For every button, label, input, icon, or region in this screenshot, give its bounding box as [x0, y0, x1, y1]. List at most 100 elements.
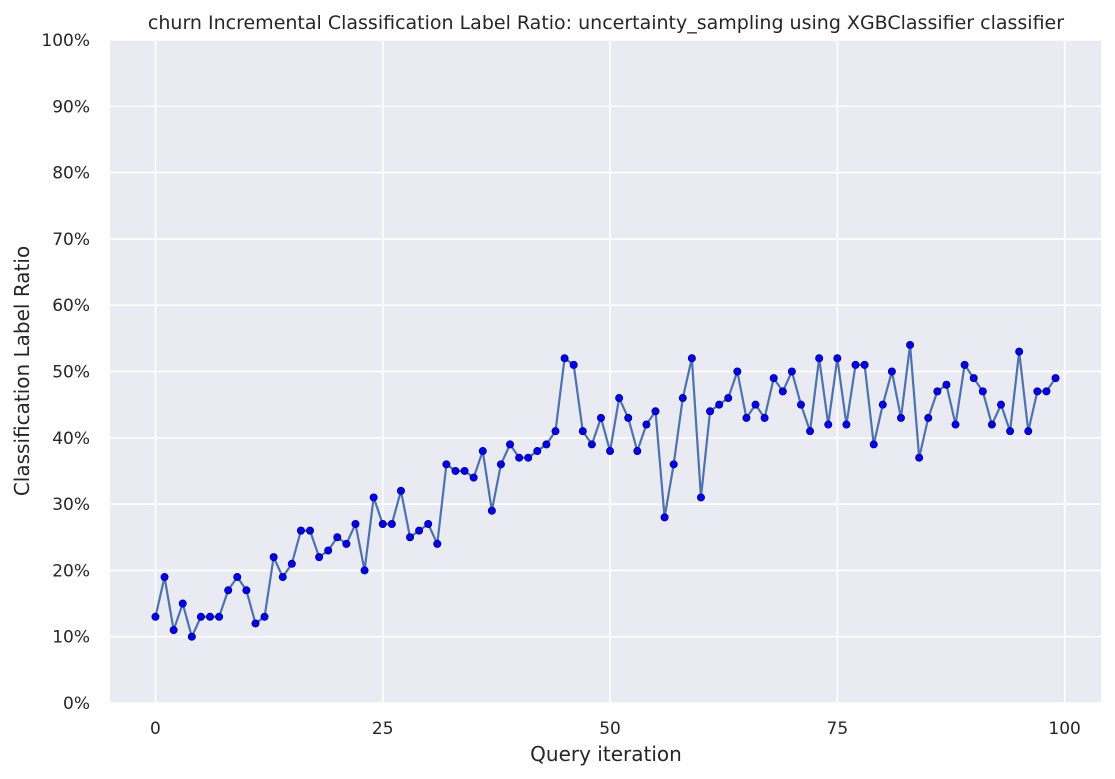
- data-point: [233, 573, 242, 582]
- data-point: [942, 380, 951, 389]
- data-point: [678, 394, 687, 403]
- x-tick-label: 25: [372, 719, 394, 739]
- y-axis-title: Classification Label Ratio: [10, 246, 34, 496]
- data-point: [933, 387, 942, 396]
- data-point: [669, 460, 678, 469]
- data-point: [296, 526, 305, 535]
- data-point: [751, 400, 760, 409]
- data-point: [624, 413, 633, 422]
- data-point: [606, 447, 615, 456]
- data-point: [496, 460, 505, 469]
- data-point: [860, 360, 869, 369]
- data-point: [869, 440, 878, 449]
- data-point: [615, 394, 624, 403]
- data-point: [533, 447, 542, 456]
- data-point: [642, 420, 651, 429]
- y-tick-label: 90%: [52, 97, 90, 117]
- data-point: [478, 447, 487, 456]
- data-point: [1051, 374, 1060, 383]
- data-point: [769, 374, 778, 383]
- data-point: [915, 453, 924, 462]
- data-point: [960, 360, 969, 369]
- y-tick-label: 10%: [52, 628, 90, 648]
- data-point: [269, 553, 278, 562]
- data-point: [542, 440, 551, 449]
- data-point: [487, 506, 496, 515]
- data-point: [1024, 427, 1033, 436]
- data-point: [951, 420, 960, 429]
- data-point: [506, 440, 515, 449]
- x-axis-title: Query iteration: [530, 742, 682, 766]
- data-point: [306, 526, 315, 535]
- data-point: [524, 453, 533, 462]
- data-point: [333, 533, 342, 542]
- data-point: [360, 566, 369, 575]
- data-point: [1006, 427, 1015, 436]
- data-point: [442, 460, 451, 469]
- data-point: [833, 354, 842, 363]
- data-point: [633, 447, 642, 456]
- data-point: [578, 427, 587, 436]
- data-point: [969, 374, 978, 383]
- y-tick-label: 20%: [52, 561, 90, 581]
- data-point: [396, 486, 405, 495]
- data-point: [887, 367, 896, 376]
- x-tick-label: 0: [150, 719, 161, 739]
- data-point: [378, 519, 387, 528]
- data-point: [178, 599, 187, 608]
- y-tick-label: 100%: [41, 31, 90, 51]
- y-tick-label: 30%: [52, 495, 90, 515]
- data-point: [451, 466, 460, 475]
- data-point: [324, 546, 333, 555]
- x-tick-label: 100: [1048, 719, 1080, 739]
- data-point: [415, 526, 424, 535]
- data-point: [851, 360, 860, 369]
- data-point: [587, 440, 596, 449]
- data-point: [706, 407, 715, 416]
- data-point: [796, 400, 805, 409]
- data-point: [515, 453, 524, 462]
- data-point: [715, 400, 724, 409]
- series-markers: [151, 340, 1060, 641]
- chart-title: churn Incremental Classification Label R…: [148, 12, 1064, 34]
- data-point: [278, 573, 287, 582]
- data-point: [806, 427, 815, 436]
- data-point: [242, 586, 251, 595]
- data-point: [169, 626, 178, 635]
- data-point: [424, 519, 433, 528]
- data-point: [551, 427, 560, 436]
- y-tick-label: 0%: [63, 694, 90, 714]
- data-point: [996, 400, 1005, 409]
- y-tick-label: 50%: [52, 363, 90, 383]
- data-point: [742, 413, 751, 422]
- data-point: [596, 413, 605, 422]
- y-tick-label: 60%: [52, 296, 90, 316]
- data-point: [1033, 387, 1042, 396]
- data-point: [787, 367, 796, 376]
- data-point: [369, 493, 378, 502]
- data-point: [878, 400, 887, 409]
- y-tick-labels: 0% 10% 20% 30% 40% 50% 60% 70% 80% 90% 100%: [41, 31, 90, 714]
- x-tick-labels: 0 25 50 75 100: [150, 719, 1081, 739]
- data-point: [660, 513, 669, 522]
- data-point: [724, 394, 733, 403]
- data-point: [696, 493, 705, 502]
- y-tick-label: 40%: [52, 429, 90, 449]
- y-tick-label: 70%: [52, 230, 90, 250]
- data-point: [896, 413, 905, 422]
- data-point: [315, 553, 324, 562]
- data-point: [760, 413, 769, 422]
- data-point: [406, 533, 415, 542]
- data-point: [906, 340, 915, 349]
- data-point: [978, 387, 987, 396]
- data-point: [560, 354, 569, 363]
- data-point: [815, 354, 824, 363]
- data-point: [215, 612, 224, 621]
- data-point: [469, 473, 478, 482]
- data-point: [733, 367, 742, 376]
- data-point: [287, 559, 296, 568]
- y-tick-label: 80%: [52, 164, 90, 184]
- data-point: [687, 354, 696, 363]
- series-line: [154, 343, 1057, 638]
- data-point: [196, 612, 205, 621]
